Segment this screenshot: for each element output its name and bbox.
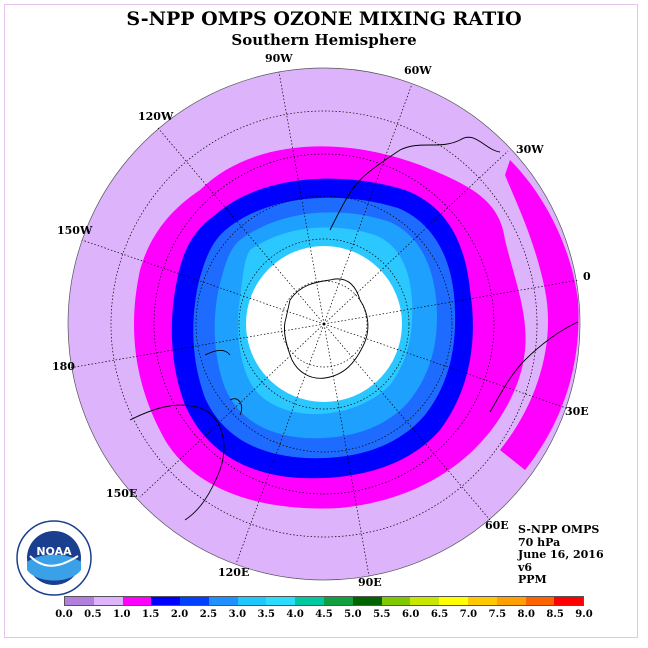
noaa-logo-icon: NOAA bbox=[16, 520, 92, 596]
colorbar-tick-label: 7.5 bbox=[488, 609, 507, 620]
lon-label-180: 180 bbox=[52, 360, 75, 373]
south-america-coast bbox=[329, 136, 501, 231]
lon-label-90e: 90E bbox=[358, 576, 382, 589]
colorbar-tick-label: 5.5 bbox=[373, 609, 391, 620]
colorbar-swatch bbox=[381, 597, 411, 605]
colorbar-tick-label: 6.5 bbox=[430, 609, 449, 620]
colorbar-tick-label: 5.0 bbox=[344, 609, 362, 620]
noaa-logo-text: NOAA bbox=[36, 545, 72, 558]
colorbar-tick-label: 1.0 bbox=[113, 609, 131, 620]
lon-label-60w: 60W bbox=[404, 64, 432, 77]
map-frame bbox=[4, 4, 638, 638]
colorbar-swatch bbox=[525, 597, 555, 605]
colorbar-tick-label: 0.5 bbox=[84, 609, 102, 620]
colorbar-tick-label: 2.0 bbox=[170, 609, 189, 620]
colorbar-swatch bbox=[554, 597, 584, 605]
lon-label-0: 0 bbox=[583, 270, 591, 283]
lon-label-150e: 150E bbox=[106, 487, 138, 500]
contour-magenta-strip bbox=[500, 160, 579, 470]
colorbar-swatch bbox=[496, 597, 526, 605]
colorbar-swatch bbox=[410, 597, 440, 605]
page-title: S-NPP OMPS OZONE MIXING RATIO bbox=[126, 8, 522, 30]
colorbar-swatch bbox=[122, 597, 152, 605]
colorbar-swatch bbox=[266, 597, 296, 605]
info-block: S-NPP OMPS 70 hPa June 16, 2016 v6 PPM bbox=[518, 523, 604, 587]
colorbar-tick-label: 4.0 bbox=[286, 609, 304, 620]
colorbar-tick-label: 7.0 bbox=[459, 609, 478, 620]
info-units: PPM bbox=[518, 573, 547, 586]
lon-label-120e: 120E bbox=[218, 566, 250, 579]
antarctica-coast bbox=[283, 278, 369, 379]
colorbar-tick-label: 3.0 bbox=[228, 609, 247, 620]
lon-label-90w: 90W bbox=[265, 52, 293, 65]
lon-label-30w: 30W bbox=[516, 143, 544, 156]
map-disk bbox=[68, 68, 580, 580]
colorbar-swatch bbox=[65, 597, 94, 605]
coastlines bbox=[129, 136, 579, 521]
colorbar-tick-label: 3.5 bbox=[257, 609, 275, 620]
colorbar bbox=[64, 596, 584, 606]
colorbar-swatch bbox=[151, 597, 181, 605]
colorbar-tick-label: 8.5 bbox=[546, 609, 564, 620]
page-subtitle: Southern Hemisphere bbox=[231, 31, 417, 49]
colorbar-tick-label: 2.5 bbox=[199, 609, 218, 620]
colorbar-swatch bbox=[208, 597, 238, 605]
colorbar-swatch bbox=[467, 597, 497, 605]
lon-label-120w: 120W bbox=[138, 110, 174, 123]
africa-coast bbox=[489, 321, 579, 413]
colorbar-swatch bbox=[180, 597, 209, 605]
info-level: 70 hPa bbox=[518, 535, 561, 549]
colorbar-tick-label: 4.5 bbox=[315, 609, 333, 620]
info-instrument: S-NPP OMPS bbox=[518, 523, 600, 536]
colorbar-swatch bbox=[439, 597, 468, 605]
new-zealand-coast bbox=[204, 350, 231, 356]
lon-label-60e: 60E bbox=[485, 519, 509, 532]
colorbar-tick-label: 8.0 bbox=[517, 609, 535, 620]
info-date: June 16, 2016 bbox=[518, 548, 604, 561]
colorbar-tick-label: 6.0 bbox=[401, 609, 420, 620]
colorbar-swatch bbox=[352, 597, 382, 605]
colorbar-swatch bbox=[237, 597, 267, 605]
tasmania-coast bbox=[229, 398, 243, 416]
info-version: v6 bbox=[518, 560, 533, 574]
lon-label-30e: 30E bbox=[565, 405, 589, 418]
colorbar-tick-label: 9.0 bbox=[575, 609, 593, 620]
colorbar-swatch bbox=[295, 597, 325, 605]
colorbar-swatch bbox=[324, 597, 353, 605]
colorbar-swatch bbox=[93, 597, 123, 605]
colorbar-tick-label: 0.0 bbox=[55, 609, 73, 620]
australia-coast bbox=[129, 404, 225, 521]
lon-label-150w: 150W bbox=[57, 224, 93, 237]
colorbar-tick-label: 1.5 bbox=[141, 609, 160, 620]
